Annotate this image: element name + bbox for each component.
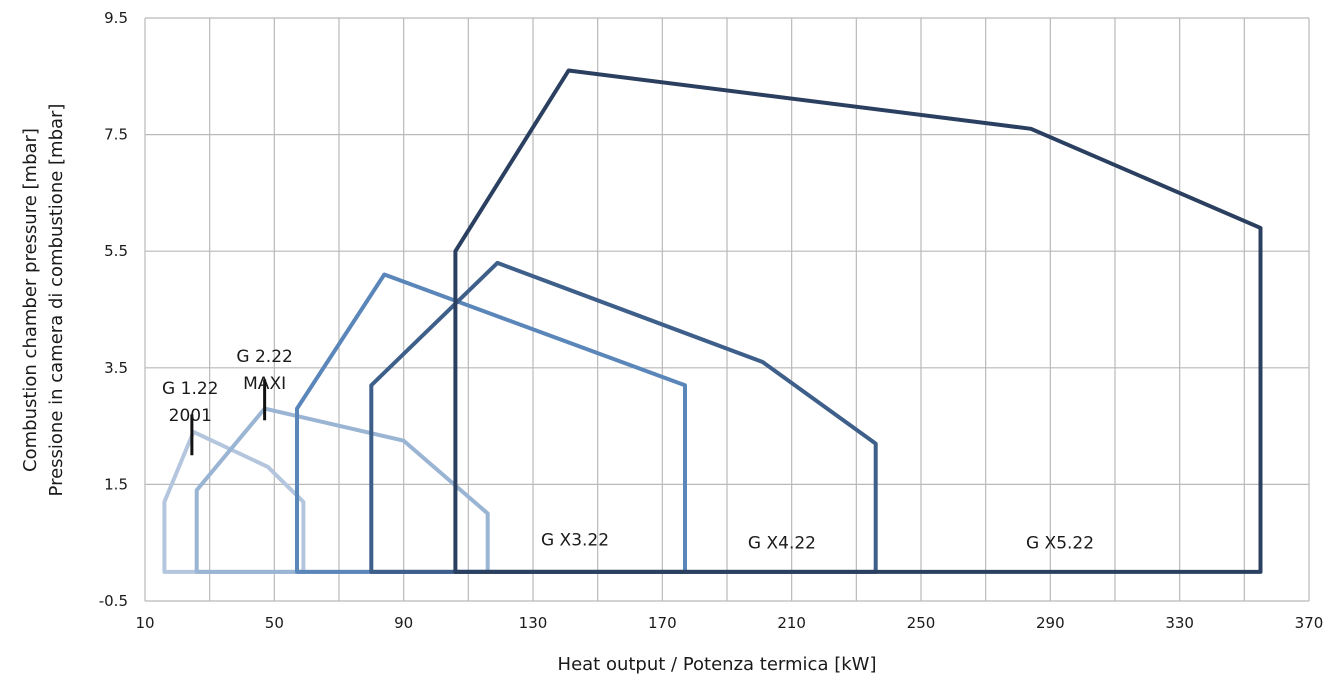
series-label-1: G 1.22 2001 [162,379,218,426]
x-tick-label: 330 [1165,614,1194,632]
y-axis-title-line-2: Pressione in camera di combustione [mbar… [46,104,67,497]
x-tick-label: 50 [265,614,284,632]
series-label-line: MAXI [243,374,286,394]
series-layer [162,68,1263,574]
series-outline-2 [194,406,490,574]
series-outline-1 [162,429,306,574]
x-tick-label: 250 [907,614,936,632]
tick-layer: 10 50 90 130 170 210 250 290 330 370 -0.5 1.5 3.5 5.5… [99,9,1324,632]
x-tick-label: 290 [1036,614,1065,632]
y-tick-label: 1.5 [104,475,128,493]
y-tick-label: 5.5 [104,242,128,260]
y-tick-label: 7.5 [104,126,128,144]
x-axis-title: Heat output / Potenza termica [kW] [558,654,877,675]
series-label-5: G X5.22 [1026,534,1094,554]
y-tick-label: -0.5 [99,592,128,610]
x-tick-label: 210 [777,614,806,632]
series-label-line: 2001 [169,406,212,426]
series-label-3: G X3.22 [541,531,609,551]
y-tick-label: 3.5 [104,359,128,377]
x-tick-label: 90 [394,614,413,632]
series-outline-3 [295,272,687,574]
series-label-line: G 1.22 [162,379,218,399]
x-tick-label: 170 [648,614,677,632]
series-label-line: G 2.22 [236,347,292,367]
y-tick-label: 9.5 [104,9,128,27]
grid [144,17,1310,602]
label-layer: G 1.22 2001 G 2.22 MAXI G X3.22 G X4.22 G X5.2… [162,347,1094,554]
series-outline-4 [369,260,878,574]
x-tick-label: 130 [519,614,548,632]
x-tick-label: 10 [135,614,154,632]
x-tick-label: 370 [1295,614,1324,632]
series-label-2: G 2.22 MAXI [236,347,292,394]
series-label-4: G X4.22 [748,534,816,554]
y-axis-title-line-1: Combustion chamber pressure [mbar] [20,128,41,472]
series-outline-5 [453,68,1263,574]
